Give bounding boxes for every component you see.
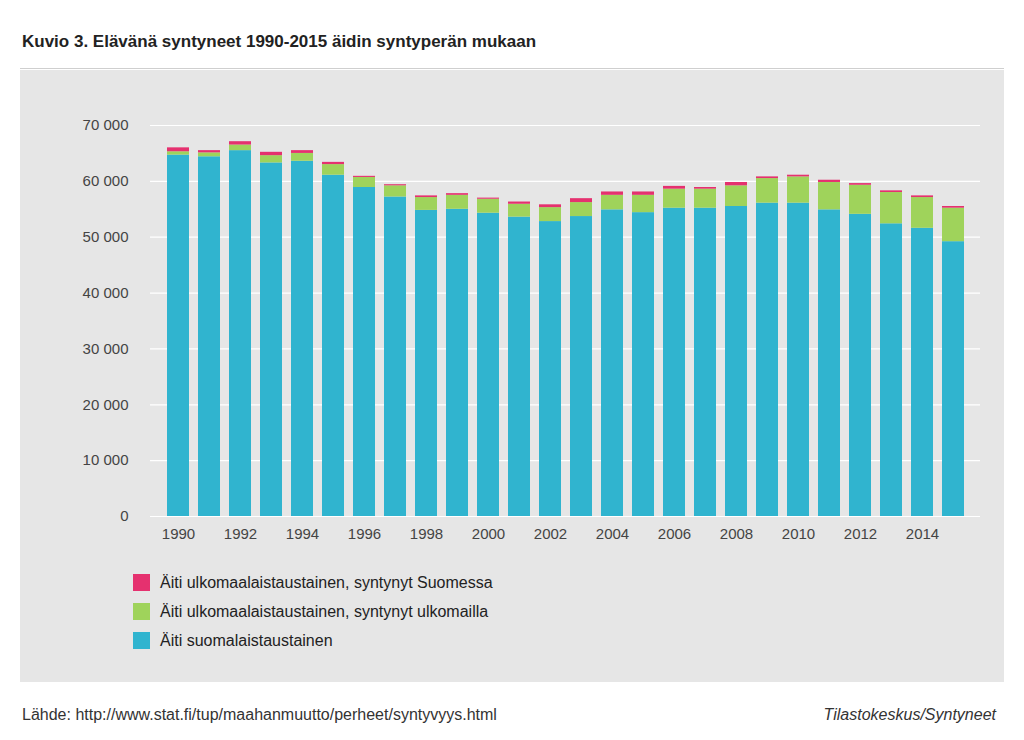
svg-text:1996: 1996: [348, 525, 381, 542]
svg-text:1998: 1998: [410, 525, 443, 542]
svg-text:2004: 2004: [596, 525, 629, 542]
svg-text:1990: 1990: [162, 525, 195, 542]
svg-text:10 000: 10 000: [83, 451, 129, 468]
svg-text:1994: 1994: [286, 525, 319, 542]
svg-text:70 000: 70 000: [83, 116, 129, 133]
svg-text:2012: 2012: [844, 525, 877, 542]
svg-text:60 000: 60 000: [83, 172, 129, 189]
svg-text:20 000: 20 000: [83, 396, 129, 413]
svg-text:2000: 2000: [472, 525, 505, 542]
svg-text:30 000: 30 000: [83, 340, 129, 357]
svg-text:2008: 2008: [720, 525, 753, 542]
svg-text:2010: 2010: [782, 525, 815, 542]
html-text:Tilastokeskus/Syntyneet: Tilastokeskus/Syntyneet: [823, 706, 996, 723]
svg-text:2014: 2014: [906, 525, 939, 542]
html-text:Kuvio 3. Elävänä syntyneet 199: Kuvio 3. Elävänä syntyneet 1990-2015 äid…: [22, 32, 536, 51]
svg-text:2006: 2006: [658, 525, 691, 542]
svg-text:50 000: 50 000: [83, 228, 129, 245]
svg-text:40 000: 40 000: [83, 284, 129, 301]
html-text:Äiti ulkomaalaistaustainen, sy: Äiti ulkomaalaistaustainen, syntynyt ulk…: [160, 602, 489, 620]
html-text:Äiti ulkomaalaistaustainen, sy: Äiti ulkomaalaistaustainen, syntynyt Suo…: [160, 573, 493, 591]
html-text:Lähde: http://www.stat.fi/tup/: Lähde: http://www.stat.fi/tup/maahanmuut…: [22, 706, 497, 723]
html-text:Äiti suomalaistaustainen: Äiti suomalaistaustainen: [160, 631, 333, 649]
svg-text:1992: 1992: [224, 525, 257, 542]
svg-text:0: 0: [120, 507, 128, 524]
svg-text:2002: 2002: [534, 525, 567, 542]
